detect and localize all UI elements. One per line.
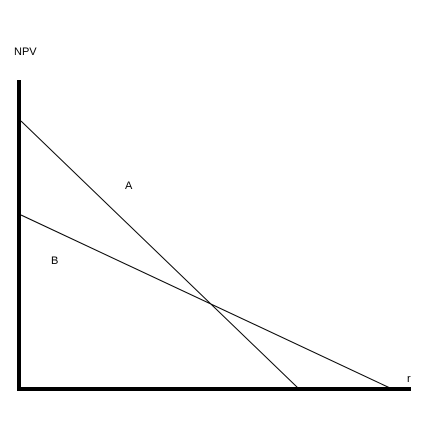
y-axis-label: NPV — [14, 46, 37, 58]
line-b — [20, 214, 391, 389]
line-a-label: A — [125, 180, 133, 192]
x-axis-label: r — [407, 373, 411, 385]
line-a — [20, 120, 299, 389]
line-b-label: B — [51, 255, 58, 267]
